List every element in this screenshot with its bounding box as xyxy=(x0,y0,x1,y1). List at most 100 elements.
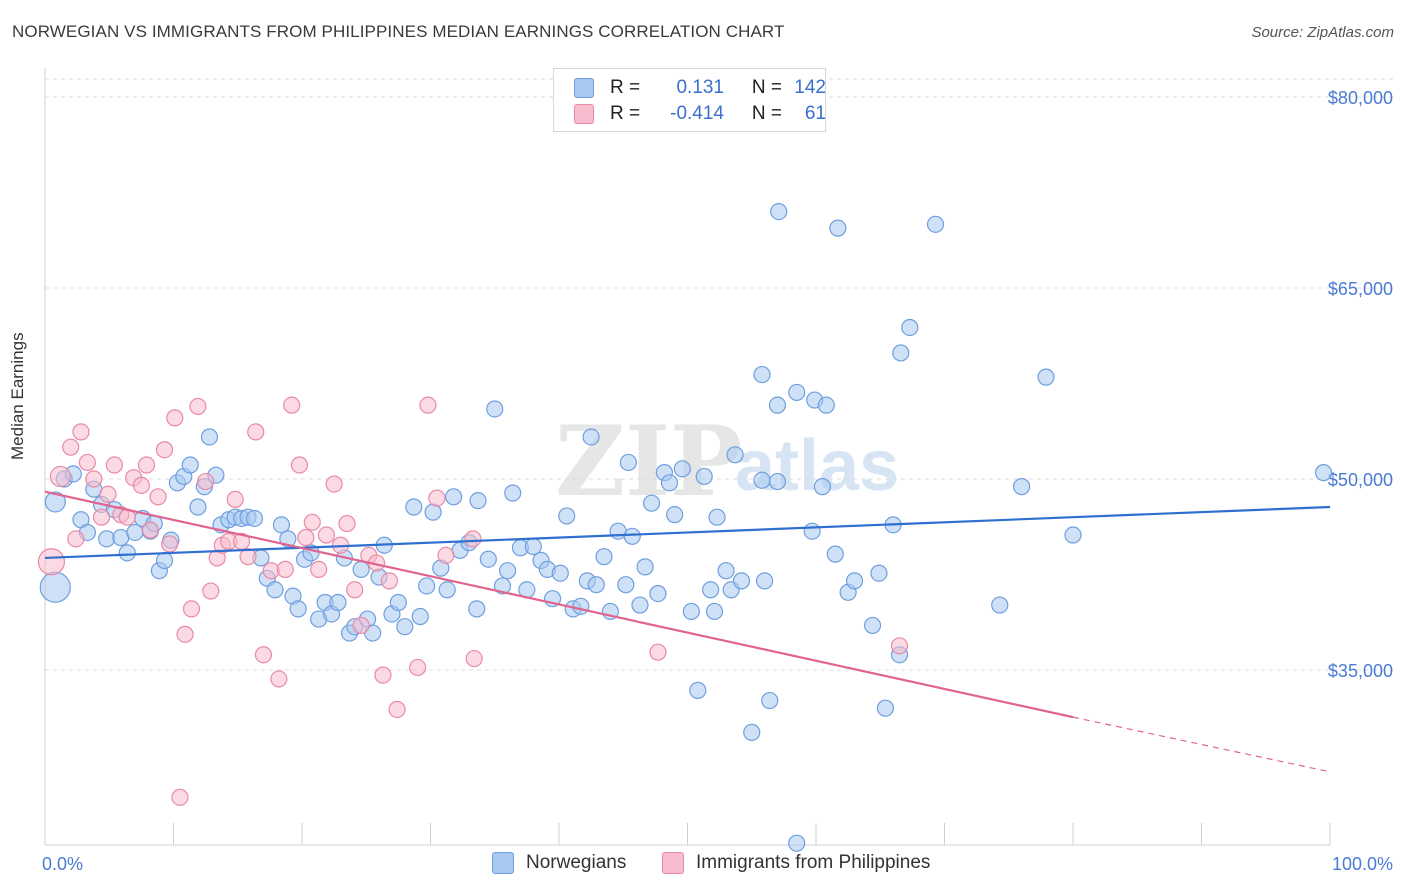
point-philippines xyxy=(303,513,321,531)
point-norwegians xyxy=(660,474,679,492)
point-norwegians xyxy=(695,467,713,486)
point-philippines xyxy=(176,625,194,643)
point-norwegians xyxy=(289,600,307,618)
point-norwegians xyxy=(666,506,684,524)
point-norwegians xyxy=(803,522,821,540)
point-norwegians xyxy=(863,616,882,635)
point-norwegians xyxy=(389,593,407,612)
point-norwegians xyxy=(717,562,735,580)
point-norwegians xyxy=(732,572,751,590)
point-philippines xyxy=(290,456,309,474)
point-philippines xyxy=(649,643,667,661)
bottom-legend-swatch-philippines xyxy=(662,852,684,874)
point-philippines xyxy=(276,560,294,579)
point-norwegians xyxy=(768,396,787,414)
point-norwegians xyxy=(753,471,771,489)
point-philippines xyxy=(465,649,483,668)
point-norwegians xyxy=(926,215,945,233)
point-philippines xyxy=(161,535,179,553)
trend-line-norwegians xyxy=(44,505,1331,560)
point-norwegians xyxy=(991,596,1009,614)
legend-n-value: 142 xyxy=(794,77,826,98)
point-norwegians xyxy=(761,691,779,710)
chart-source: Source: ZipAtlas.com xyxy=(1251,24,1394,41)
point-norwegians xyxy=(272,516,291,534)
point-philippines xyxy=(37,548,66,576)
point-norwegians xyxy=(44,491,66,513)
bottom-legend-philippines[interactable]: Immigrants from Philippines xyxy=(662,852,930,874)
legend-row-philippines: R = -0.414 N = 61 xyxy=(574,103,826,125)
point-norwegians xyxy=(623,527,641,545)
point-philippines xyxy=(202,582,220,600)
point-philippines xyxy=(437,546,455,565)
point-norwegians xyxy=(817,396,835,414)
point-philippines xyxy=(283,396,301,414)
point-philippines xyxy=(374,666,392,684)
point-philippines xyxy=(254,646,273,664)
point-norwegians xyxy=(445,488,463,506)
point-norwegians xyxy=(181,456,199,474)
bottom-legend-swatch-norwegians xyxy=(492,852,514,874)
point-norwegians xyxy=(572,597,590,615)
legend-n-value: 61 xyxy=(804,103,826,124)
point-norwegians xyxy=(479,550,497,568)
point-norwegians xyxy=(708,508,726,526)
point-philippines xyxy=(171,788,189,806)
bottom-legend-label: Norwegians xyxy=(526,852,627,873)
legend-swatch-norwegians xyxy=(574,78,594,98)
point-norwegians xyxy=(587,576,605,594)
point-norwegians xyxy=(39,571,71,603)
point-norwegians xyxy=(770,203,788,221)
point-philippines xyxy=(890,637,909,655)
point-philippines xyxy=(428,489,446,507)
point-norwegians xyxy=(405,498,423,516)
point-norwegians xyxy=(524,537,542,556)
point-philippines xyxy=(239,548,257,566)
point-norwegians xyxy=(504,484,522,502)
point-philippines xyxy=(85,470,103,488)
point-philippines xyxy=(419,396,437,414)
point-norwegians xyxy=(200,428,219,446)
watermark-atlas: atlas xyxy=(735,426,899,506)
point-norwegians xyxy=(892,344,910,362)
legend-n-label: N = xyxy=(751,77,782,98)
point-philippines xyxy=(105,456,123,474)
point-philippines xyxy=(226,490,244,508)
bottom-legend-label: Immigrants from Philippines xyxy=(696,852,931,873)
point-philippines xyxy=(346,581,364,599)
point-norwegians xyxy=(189,498,207,516)
trend-line-philippines xyxy=(44,490,1074,719)
point-philippines xyxy=(132,476,150,494)
point-norwegians xyxy=(845,572,864,590)
point-norwegians xyxy=(486,400,504,418)
point-norwegians xyxy=(499,562,517,580)
point-norwegians xyxy=(829,219,847,237)
point-norwegians xyxy=(617,576,635,594)
legend-swatch-philippines xyxy=(574,104,594,124)
point-philippines xyxy=(247,423,265,441)
point-norwegians xyxy=(1064,526,1082,544)
y-tick-label: $35,000 xyxy=(1328,661,1393,681)
point-norwegians xyxy=(1037,368,1055,386)
point-norwegians xyxy=(876,699,894,717)
point-philippines xyxy=(317,526,336,544)
point-philippines xyxy=(62,438,80,456)
point-norwegians xyxy=(582,428,600,446)
point-philippines xyxy=(338,514,356,533)
point-norwegians xyxy=(788,834,806,852)
y-tick-label: $65,000 xyxy=(1328,279,1393,299)
point-norwegians xyxy=(396,618,414,636)
point-norwegians xyxy=(702,581,720,599)
point-norwegians xyxy=(329,593,347,612)
point-norwegians xyxy=(266,581,284,599)
point-norwegians xyxy=(813,478,832,496)
point-norwegians xyxy=(636,558,654,576)
point-norwegians xyxy=(768,472,787,491)
point-norwegians xyxy=(558,507,576,525)
chart-title: NORWEGIAN VS IMMIGRANTS FROM PHILIPPINES… xyxy=(12,22,785,41)
point-norwegians xyxy=(649,584,667,603)
y-tick-label: $50,000 xyxy=(1328,470,1393,490)
point-norwegians xyxy=(418,577,436,595)
legend-r-value: -0.414 xyxy=(670,103,724,124)
bottom-legend-norwegians[interactable]: Norwegians xyxy=(492,852,626,874)
